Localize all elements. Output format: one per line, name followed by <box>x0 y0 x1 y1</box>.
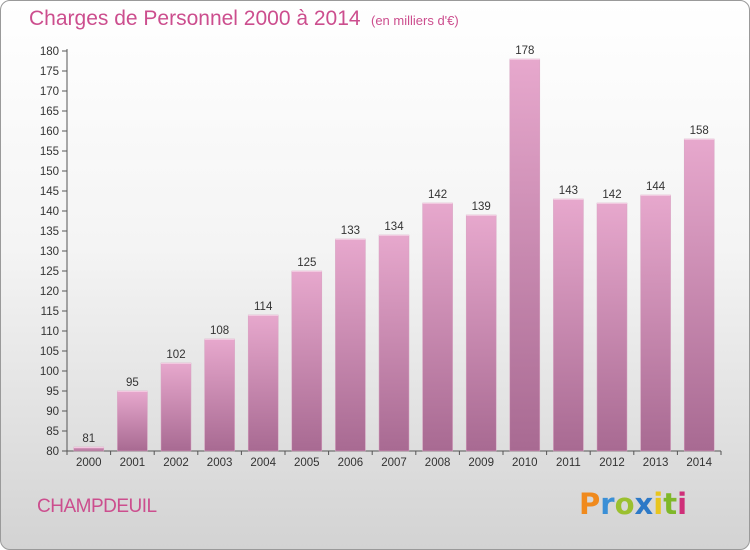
logo-letter: i <box>677 487 688 521</box>
y-tick-label: 125 <box>40 266 59 278</box>
chart-subtitle: (en milliers d'€) <box>371 13 459 28</box>
bar-value-label: 142 <box>602 189 621 201</box>
x-tick-label: 2001 <box>120 457 146 469</box>
y-tick-label: 155 <box>40 146 59 158</box>
bar-value-label: 158 <box>690 125 709 137</box>
bar-value-label: 134 <box>384 221 404 233</box>
x-axis: 2000 2001 2002 2003 2004 2005 2006 2007 2008 2009… <box>66 451 722 469</box>
logo-letter: r <box>600 487 615 521</box>
x-tick-label: 2008 <box>425 457 451 469</box>
logo-letter: t <box>663 487 678 521</box>
bar <box>335 238 366 452</box>
x-tick-label: 2009 <box>468 457 494 469</box>
bar <box>465 214 497 452</box>
y-tick-label: 135 <box>40 226 59 238</box>
y-tick-label: 110 <box>41 326 59 338</box>
x-tick-label: 2007 <box>381 457 407 469</box>
proxiti-logo: Proxiti <box>579 487 687 521</box>
x-tick-label: 2004 <box>250 457 276 469</box>
bar-value-label: 133 <box>341 225 360 237</box>
bar-value-label: 144 <box>646 181 666 193</box>
bar-value-label: 142 <box>428 189 447 201</box>
x-tick-label: 2014 <box>686 457 712 469</box>
y-tick-label: 105 <box>40 346 59 358</box>
x-tick-label: 2011 <box>556 457 581 469</box>
chart-title: Charges de Personnel 2000 à 2014 <box>29 7 361 30</box>
x-tick-label: 2005 <box>294 457 320 469</box>
commune-name: CHAMPDEUIL <box>37 496 157 517</box>
x-tick-label: 2013 <box>643 457 669 469</box>
bar-value-label: 114 <box>254 301 273 313</box>
x-tick-label: 2003 <box>207 457 233 469</box>
bar <box>640 194 671 452</box>
x-tick-label: 2012 <box>599 457 625 469</box>
bar <box>160 362 192 452</box>
bar <box>247 314 279 452</box>
y-tick-label: 80 <box>46 446 59 458</box>
y-tick-label: 85 <box>46 426 59 438</box>
y-tick-label: 115 <box>41 306 59 318</box>
bar <box>553 198 584 452</box>
bar-value-label: 125 <box>297 257 316 269</box>
x-tick-label: 2000 <box>76 457 102 469</box>
y-tick-label: 90 <box>46 406 59 418</box>
y-tick-label: 120 <box>40 286 59 298</box>
logo-letter: o <box>614 487 635 521</box>
bar-value-label: 143 <box>559 185 578 197</box>
bar-series: 81 95 102 108 114 125 133 134 142 139 178 143 142 144… <box>73 45 715 452</box>
bar <box>117 390 148 452</box>
x-tick-label: 2010 <box>512 457 538 469</box>
y-tick-label: 165 <box>40 106 59 118</box>
y-tick-label: 140 <box>40 206 59 218</box>
bar-value-label: 178 <box>515 45 534 57</box>
y-tick-label: 95 <box>46 386 59 398</box>
bar <box>204 338 235 452</box>
x-tick-label: 2006 <box>338 457 364 469</box>
bar <box>422 202 453 452</box>
logo-letter: P <box>579 487 601 521</box>
bar-value-label: 95 <box>126 377 139 389</box>
bar-value-label: 102 <box>166 349 185 361</box>
y-tick-label: 100 <box>40 366 59 378</box>
y-tick-label: 175 <box>40 66 59 78</box>
y-tick-label: 180 <box>40 46 59 58</box>
y-tick-label: 170 <box>40 86 59 98</box>
bar-value-label: 108 <box>210 325 229 337</box>
logo-letter: x <box>634 487 654 521</box>
y-tick-label: 145 <box>40 186 59 198</box>
y-tick-label: 130 <box>40 246 59 258</box>
logo-letter: i <box>653 487 664 521</box>
bar-value-label: 139 <box>472 201 491 213</box>
bar <box>378 234 410 452</box>
y-tick-label: 160 <box>40 126 59 138</box>
y-tick-label: 150 <box>40 166 59 178</box>
x-tick-label: 2002 <box>163 457 189 469</box>
bar <box>509 58 541 452</box>
bar <box>291 270 323 452</box>
bar-value-label: 81 <box>82 433 95 445</box>
bar <box>683 138 715 452</box>
bar <box>596 202 628 452</box>
